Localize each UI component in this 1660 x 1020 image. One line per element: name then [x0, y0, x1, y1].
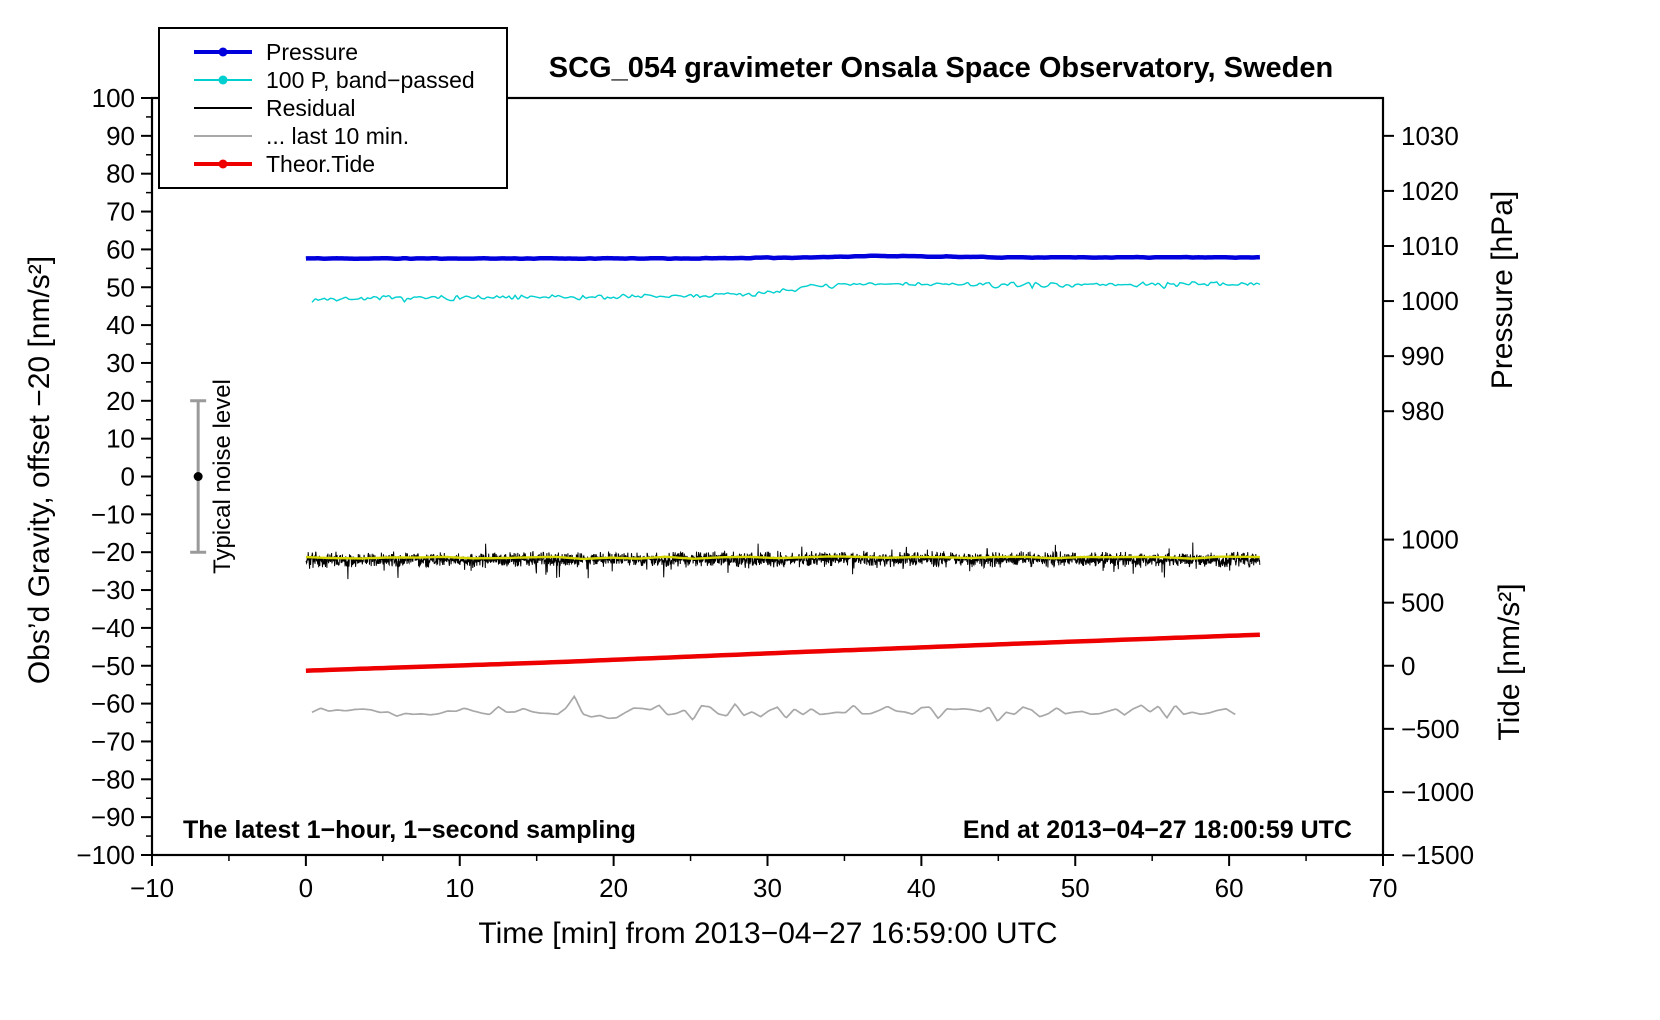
legend-label-theor-tide: Theor.Tide — [266, 150, 376, 177]
legend-sample-theor-tide — [194, 159, 252, 169]
tide-tick-label: 1000 — [1401, 525, 1459, 555]
note-sampling-info: The latest 1−hour, 1−second sampling — [183, 816, 636, 844]
y-tick-label-gravity: −40 — [91, 613, 135, 643]
x-axis-ticks: −10 0 10 20 30 40 50 60 70 — [130, 855, 1398, 903]
y-axis-left-ticks: 1009080706050403020100−10−20−30−40−50−60… — [76, 83, 152, 870]
legend-dot-icon — [218, 47, 228, 57]
note-end-time: End at 2013−04−27 18:00:59 UTC — [962, 816, 1352, 844]
y-tick-label-gravity: −20 — [91, 537, 135, 567]
x-tick-label: 60 — [1215, 873, 1244, 903]
legend-line-icon — [194, 134, 252, 138]
legend-dot-icon — [218, 75, 228, 85]
x-tick-label: 0 — [299, 873, 313, 903]
y-tick-label-gravity: −50 — [91, 651, 135, 681]
noise-level-label: Typical noise level — [209, 379, 236, 574]
pressure-tick-label: 990 — [1401, 341, 1444, 371]
legend-item-residual-last-10-min: ... last 10 min. — [194, 122, 506, 150]
plot-frame — [150, 96, 1385, 857]
series-residual-mean — [305, 555, 1260, 561]
legend-item-pressure-bandpassed: 100 P, band−passed — [194, 66, 506, 94]
x-tick-label: 40 — [907, 873, 936, 903]
x-tick-label: 20 — [599, 873, 628, 903]
y-tick-label-gravity: 10 — [106, 424, 135, 454]
legend-dot-icon — [218, 159, 228, 169]
x-tick-label: 70 — [1369, 873, 1398, 903]
legend-sample-pressure — [194, 47, 252, 57]
pressure-tick: 1030 1020 1010 1000 990 980 — [1383, 121, 1459, 426]
series-theor-tide — [305, 632, 1260, 673]
y-tick-label-gravity: 80 — [106, 159, 135, 189]
y-tick-label-gravity: 90 — [106, 121, 135, 151]
y-tick-label-gravity: −70 — [91, 726, 135, 756]
y-tick-label-gravity: −90 — [91, 802, 135, 832]
y-tick-label-gravity: 60 — [106, 234, 135, 264]
series-residual-last-10-min — [311, 694, 1236, 722]
series-pressure-bandpassed — [311, 280, 1261, 303]
x-tick-label: 30 — [753, 873, 782, 903]
tide-tick-label: −1500 — [1401, 840, 1474, 870]
legend-sample-residual — [194, 106, 252, 110]
legend-line-icon — [194, 106, 252, 110]
noise-level-marker: Typical noise level — [190, 379, 236, 574]
legend-label-pressure: Pressure — [266, 38, 359, 65]
x-tick-label: −10 — [130, 873, 174, 903]
y-axis-title-gravity: Obs’d Gravity, offset −20 [nm/s²] — [23, 255, 56, 685]
legend-label-residual-last-10-min: ... last 10 min. — [266, 122, 410, 149]
legend-sample-residual-last-10-min — [194, 134, 252, 138]
tide-tick-label: 0 — [1401, 651, 1415, 681]
series-residual — [305, 542, 1261, 580]
legend-item-pressure: Pressure — [194, 38, 506, 66]
y-tick-label-gravity: 0 — [121, 462, 135, 492]
y-tick-label-gravity: −60 — [91, 689, 135, 719]
pressure-tick-label: 1020 — [1401, 176, 1459, 206]
pressure-tick-label: 1010 — [1401, 231, 1459, 261]
pressure-tick-label: 980 — [1401, 396, 1444, 426]
legend-item-residual: Residual — [194, 94, 506, 122]
y-tick-label-gravity: −10 — [91, 499, 135, 529]
pressure-tick-label: 1030 — [1401, 121, 1459, 151]
x-tick-label: 50 — [1061, 873, 1090, 903]
y-tick-label-gravity: 20 — [106, 386, 135, 416]
series-pressure — [305, 253, 1261, 262]
tide-tick-label: −500 — [1401, 714, 1460, 744]
legend: Pressure 100 P, band−passed Residual... la… — [158, 27, 508, 189]
x-axis-title: Time [min] from 2013−04−27 16:59:00 UTC — [478, 917, 1058, 950]
y-axis-title-pressure: Pressure [hPa] — [1486, 190, 1519, 390]
tide-tick-label: −1000 — [1401, 777, 1474, 807]
y-tick-label-gravity: −80 — [91, 764, 135, 794]
tide-tick: 1000 500 0 −500 −1000 −1500 — [1383, 525, 1474, 870]
chart-title: SCG_054 gravimeter Onsala Space Observat… — [548, 52, 1334, 84]
noise-level-dot — [193, 472, 203, 481]
tide-tick-label: 500 — [1401, 588, 1444, 618]
y-axis-title-tide: Tide [nm/s²] — [1493, 583, 1526, 741]
legend-item-theor-tide: Theor.Tide — [194, 150, 506, 178]
legend-sample-pressure-bandpassed — [194, 75, 252, 85]
pressure-tick-label: 1000 — [1401, 286, 1459, 316]
legend-label-pressure-bandpassed: 100 P, band−passed — [266, 66, 475, 93]
y-tick-label-gravity: 70 — [106, 197, 135, 227]
y-tick-label-gravity: 30 — [106, 348, 135, 378]
series-group — [305, 253, 1261, 722]
y-tick-label-gravity: −30 — [91, 575, 135, 605]
y-tick-label-gravity: 50 — [106, 272, 135, 302]
y-tick-label-gravity: 100 — [92, 83, 135, 113]
y-tick-label-gravity: −100 — [76, 840, 135, 870]
legend-label-residual: Residual — [266, 94, 356, 121]
y-tick-label-gravity: 40 — [106, 310, 135, 340]
x-tick-label: 10 — [445, 873, 474, 903]
